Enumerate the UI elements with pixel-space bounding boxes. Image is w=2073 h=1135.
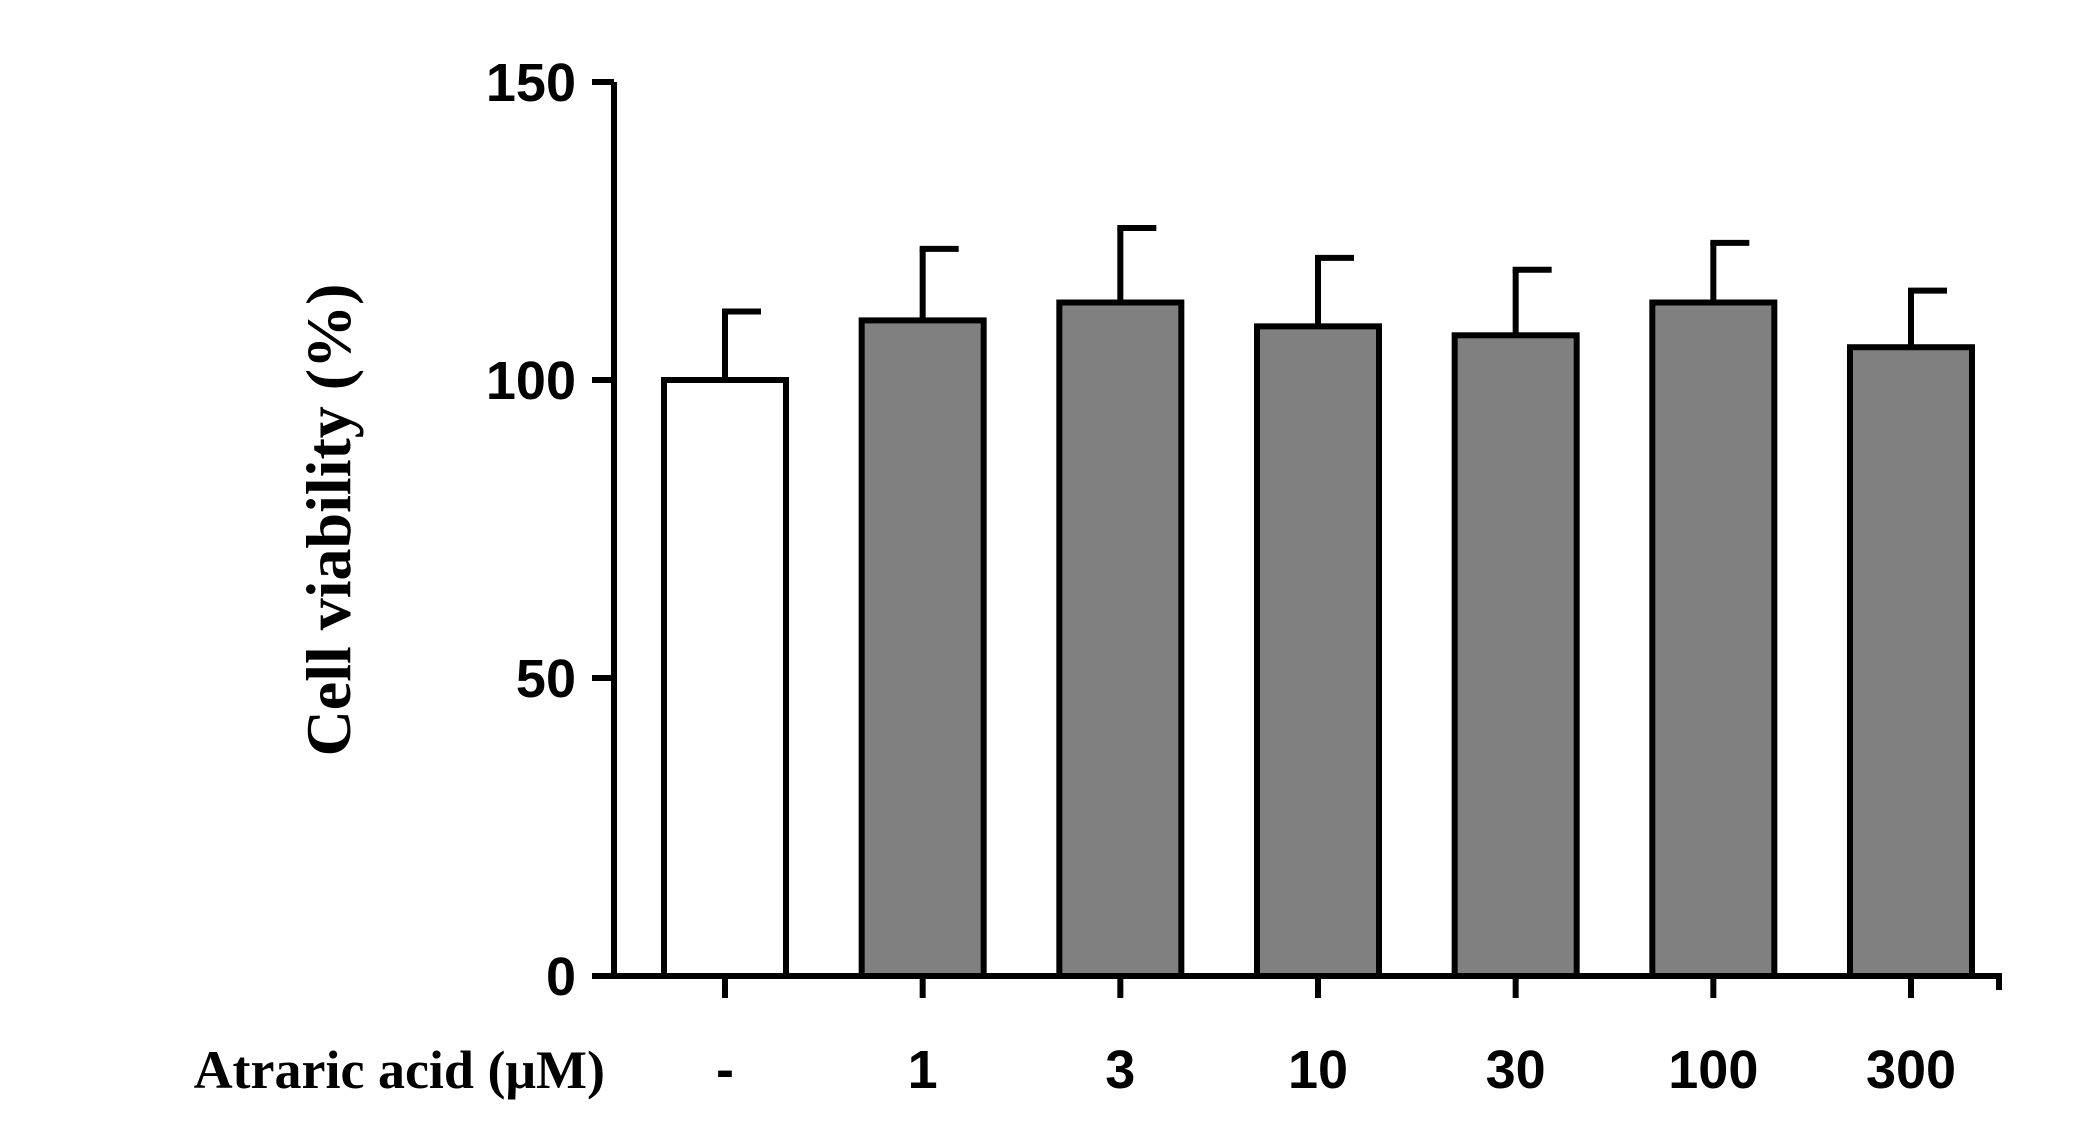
y-tick-label: 50 — [516, 649, 576, 709]
bar — [1056, 299, 1185, 979]
bar — [1451, 332, 1580, 979]
x-tick-label: 3 — [1105, 1040, 1135, 1100]
bar — [1847, 344, 1975, 980]
bar — [661, 377, 789, 979]
x-tick-label: 1 — [908, 1040, 938, 1100]
x-tick-label: - — [716, 1040, 734, 1100]
x-tick-label: 10 — [1288, 1040, 1348, 1100]
x-tick-label: 300 — [1866, 1040, 1956, 1100]
x-tick-label: 30 — [1486, 1040, 1546, 1100]
y-tick-label: 100 — [486, 351, 576, 411]
y-ticks: 0 50 100 150 — [486, 53, 614, 1007]
bar — [1254, 323, 1382, 979]
x-axis-label: Atraric acid (μM) — [194, 1040, 605, 1100]
bar — [858, 317, 987, 979]
y-tick-label: 150 — [486, 53, 576, 113]
bar — [1649, 299, 1778, 979]
y-tick-label: 0 — [546, 947, 576, 1007]
y-axis-label: Cell viability (%) — [293, 284, 364, 757]
x-ticks: - 1 3 10 30 100 300 — [716, 976, 2002, 1100]
bars — [661, 225, 1975, 980]
x-tick-label: 100 — [1668, 1040, 1758, 1100]
